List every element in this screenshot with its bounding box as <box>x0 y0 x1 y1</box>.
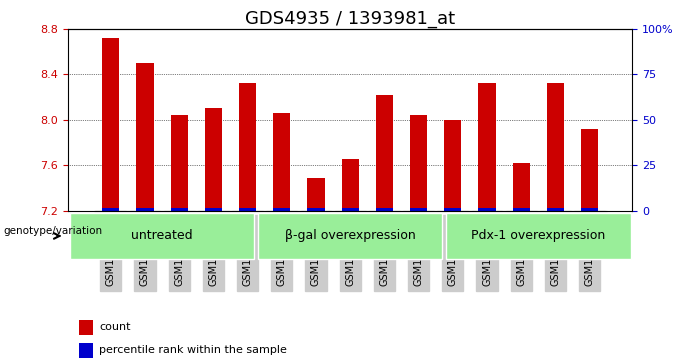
Bar <box>137 208 154 211</box>
Bar <box>547 208 564 211</box>
Text: β-gal overexpression: β-gal overexpression <box>285 229 415 242</box>
Bar <box>410 115 427 211</box>
Bar <box>171 208 188 211</box>
Bar <box>513 208 530 211</box>
FancyBboxPatch shape <box>258 213 443 259</box>
Bar <box>581 208 598 211</box>
Text: percentile rank within the sample: percentile rank within the sample <box>99 345 287 355</box>
Bar <box>239 208 256 211</box>
Text: count: count <box>99 322 131 333</box>
Bar <box>444 208 461 211</box>
Bar <box>273 208 290 211</box>
Bar <box>547 83 564 211</box>
Bar <box>341 208 359 211</box>
Bar <box>410 208 427 211</box>
FancyBboxPatch shape <box>446 213 630 259</box>
Bar <box>205 109 222 211</box>
Bar <box>239 83 256 211</box>
Bar <box>307 208 324 211</box>
Bar <box>479 208 496 211</box>
Bar <box>341 159 359 211</box>
Bar <box>137 63 154 211</box>
Text: genotype/variation: genotype/variation <box>3 226 103 236</box>
Text: untreated: untreated <box>131 229 193 242</box>
Bar <box>513 163 530 211</box>
Bar <box>376 95 393 211</box>
Text: Pdx-1 overexpression: Pdx-1 overexpression <box>471 229 605 242</box>
Bar <box>205 208 222 211</box>
Bar <box>102 38 119 211</box>
Bar <box>80 343 93 358</box>
Bar <box>307 178 324 211</box>
Bar <box>171 115 188 211</box>
Bar <box>444 120 461 211</box>
Bar <box>80 320 93 335</box>
Bar <box>376 208 393 211</box>
Bar <box>581 129 598 211</box>
Title: GDS4935 / 1393981_at: GDS4935 / 1393981_at <box>245 10 456 28</box>
Bar <box>273 113 290 211</box>
Bar <box>479 83 496 211</box>
FancyBboxPatch shape <box>70 213 254 259</box>
Bar <box>102 208 119 211</box>
